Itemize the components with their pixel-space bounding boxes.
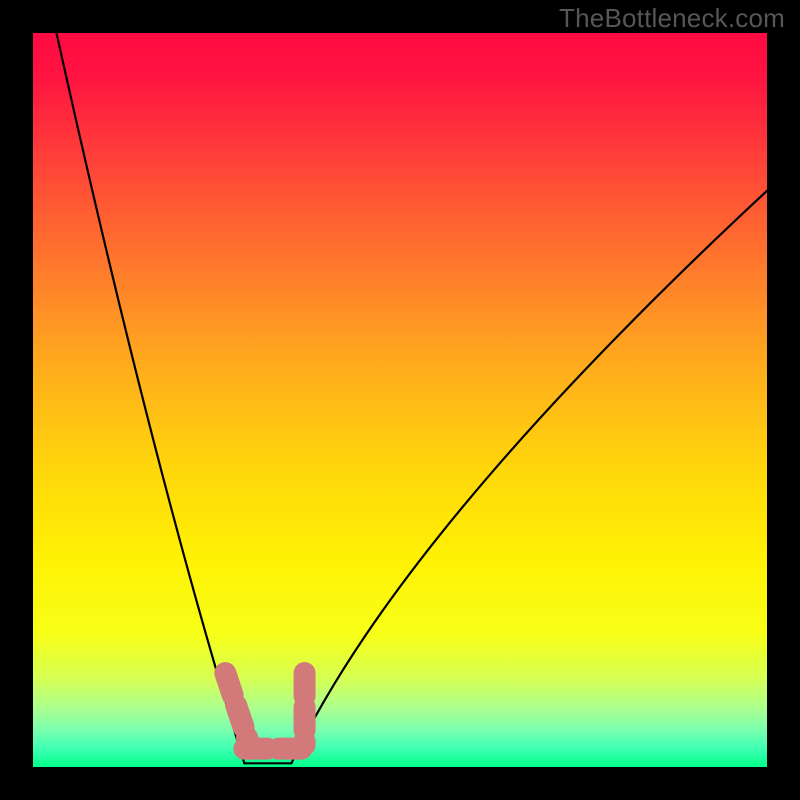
chart-svg-layer — [0, 0, 800, 800]
watermark-text: TheBottleneck.com — [559, 3, 785, 34]
bottleneck-curve-segment — [56, 33, 244, 763]
highlight-ring-segment — [225, 673, 249, 745]
bottleneck-curve-segment — [291, 191, 767, 764]
